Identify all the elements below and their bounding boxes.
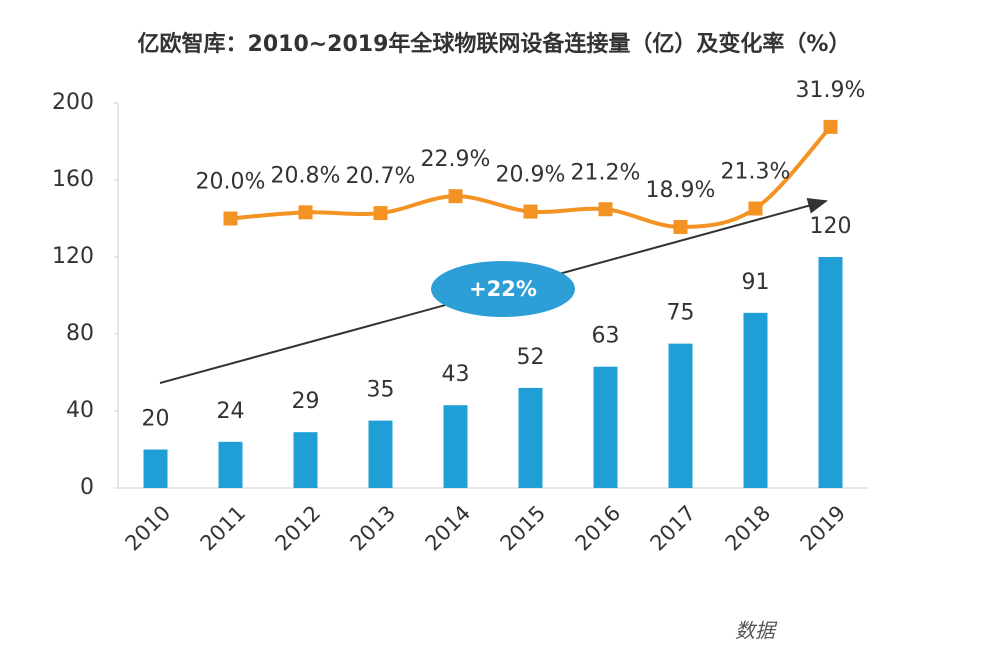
source: 数据 bbox=[735, 619, 778, 643]
line-label: 22.9% bbox=[421, 147, 491, 172]
line-marker bbox=[298, 205, 313, 220]
bar bbox=[818, 257, 843, 488]
x-tick-label: 2017 bbox=[646, 501, 701, 556]
line-marker bbox=[748, 201, 763, 216]
x-tick-label: 2018 bbox=[721, 501, 776, 556]
bar bbox=[743, 312, 768, 488]
y-tick-label: 200 bbox=[52, 90, 94, 115]
line-label: 20.7% bbox=[346, 164, 416, 189]
x-tick-label: 2011 bbox=[196, 501, 251, 556]
data-label: 91 bbox=[742, 270, 770, 295]
line-label: 20.8% bbox=[271, 163, 341, 188]
data-label: 43 bbox=[442, 362, 470, 387]
bar bbox=[368, 420, 393, 488]
y-tick-label: 40 bbox=[66, 398, 94, 423]
line-label: 18.9% bbox=[646, 178, 716, 203]
line-marker bbox=[823, 119, 838, 134]
bar bbox=[143, 449, 168, 488]
line-label: 21.2% bbox=[571, 160, 641, 185]
annotation: +22% bbox=[469, 277, 537, 301]
bar bbox=[593, 366, 618, 488]
line-marker bbox=[523, 204, 538, 219]
x-tick-label: 2012 bbox=[271, 501, 326, 556]
data-label: 120 bbox=[810, 214, 852, 239]
x-tick-label: 2014 bbox=[421, 501, 476, 556]
bar bbox=[293, 432, 318, 488]
bar bbox=[218, 441, 243, 488]
line-label: 21.3% bbox=[721, 159, 791, 184]
line-marker bbox=[448, 189, 463, 204]
x-tick-label: 2010 bbox=[121, 501, 176, 556]
line-marker bbox=[598, 202, 613, 217]
y-tick-label: 160 bbox=[52, 167, 94, 192]
data-label: 75 bbox=[667, 301, 695, 326]
bar bbox=[668, 343, 693, 488]
bar bbox=[443, 405, 468, 488]
line-label: 20.9% bbox=[496, 163, 566, 188]
y-tick-label: 0 bbox=[80, 475, 94, 500]
data-label: 35 bbox=[367, 378, 395, 403]
bar bbox=[518, 387, 543, 488]
data-label: 20 bbox=[142, 407, 170, 432]
data-label: 52 bbox=[517, 345, 545, 370]
x-tick-label: 2016 bbox=[571, 501, 626, 556]
line-label: 20.0% bbox=[196, 170, 266, 195]
data-label: 63 bbox=[592, 324, 620, 349]
data-label: 24 bbox=[217, 399, 245, 424]
y-tick-label: 120 bbox=[52, 244, 94, 269]
line-marker bbox=[673, 219, 688, 234]
x-tick-label: 2013 bbox=[346, 501, 401, 556]
line-label: 31.9% bbox=[796, 78, 866, 103]
x-tick-label: 2019 bbox=[796, 501, 851, 556]
line-marker bbox=[223, 211, 238, 226]
chart-title: 亿欧智库：2010~2019年全球物联网设备连接量（亿）及变化率（%） bbox=[138, 31, 851, 57]
annotation-bubble bbox=[431, 261, 575, 317]
y-tick-label: 80 bbox=[66, 321, 94, 346]
line-marker bbox=[373, 206, 388, 221]
data-label: 29 bbox=[292, 389, 320, 414]
x-tick-label: 2015 bbox=[496, 501, 551, 556]
